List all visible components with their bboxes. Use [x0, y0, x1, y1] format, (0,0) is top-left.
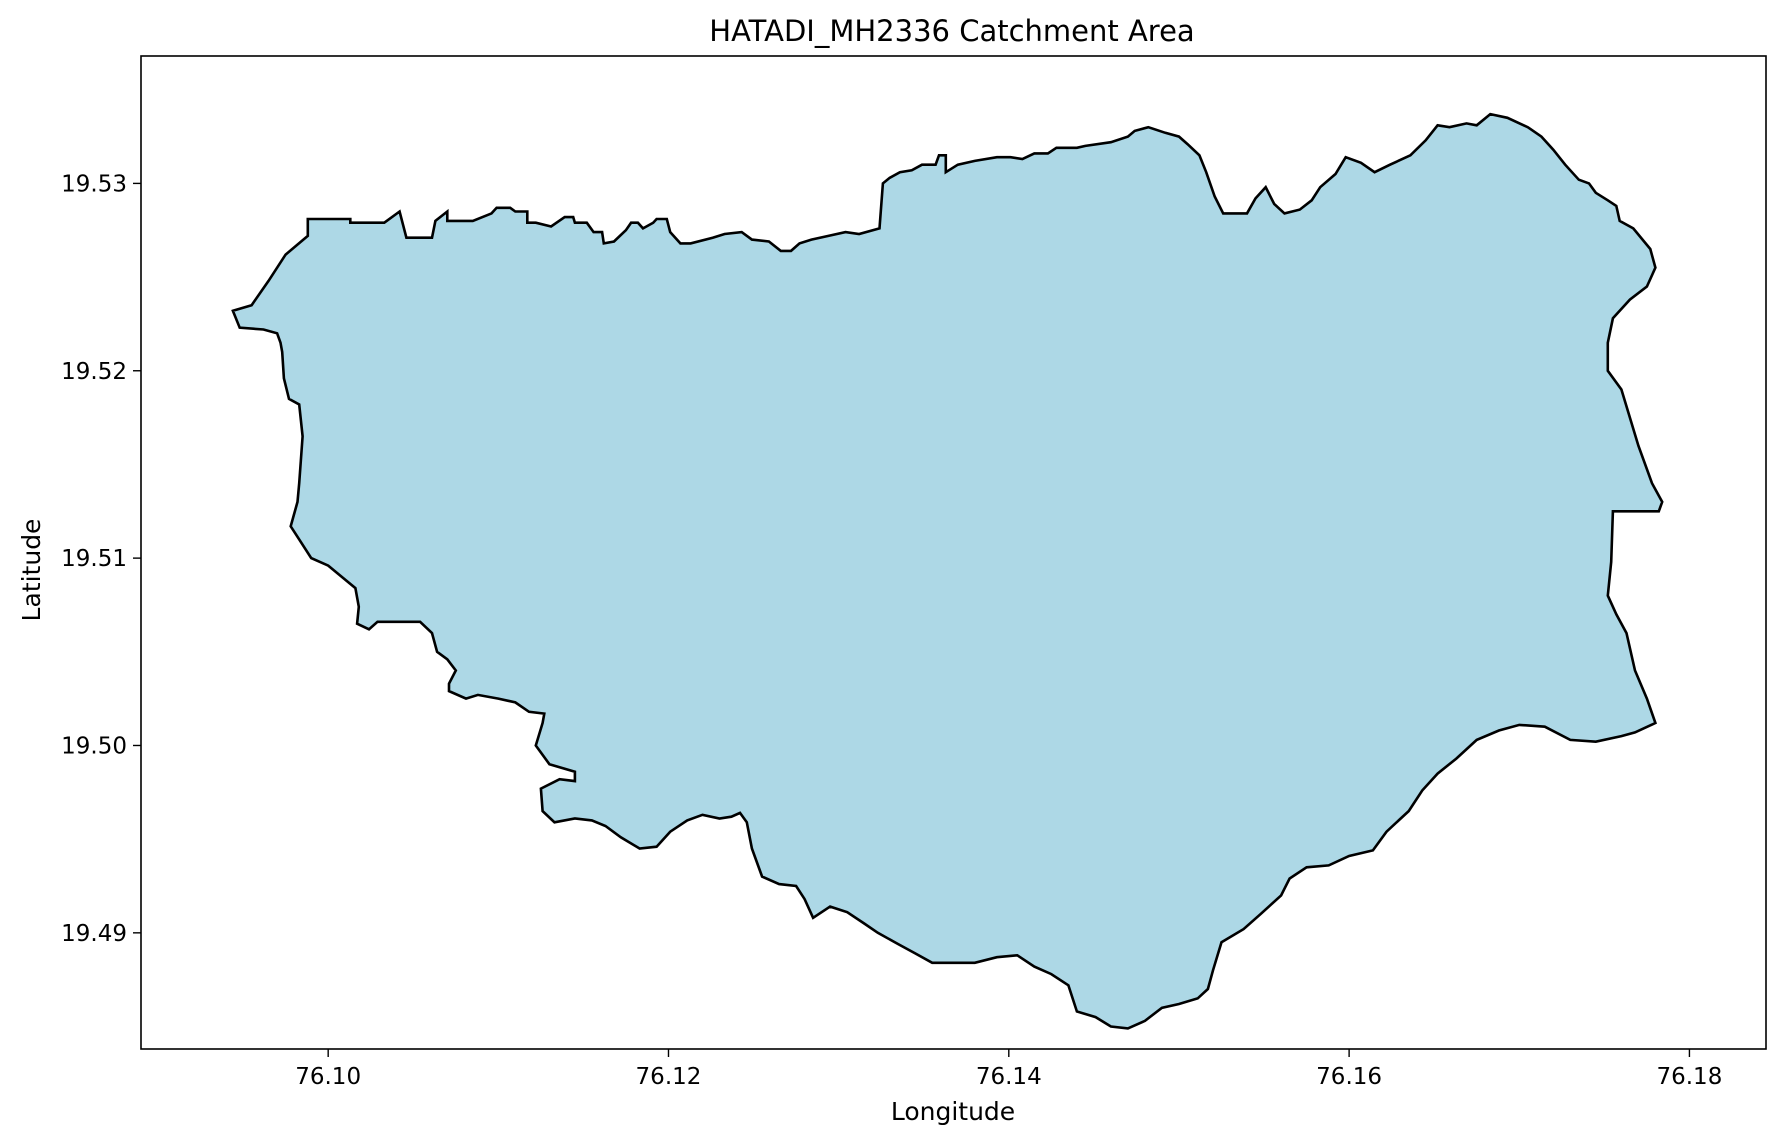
y-axis-ticks: 19.49 19.50 19.51 19.52 19.53	[61, 171, 141, 947]
y-axis-label: Latitude	[17, 519, 46, 622]
x-tick-label: 76.18	[1656, 1064, 1722, 1090]
y-tick-label: 19.50	[61, 733, 127, 759]
plot-area	[140, 55, 1767, 1050]
x-tick-label: 76.12	[636, 1064, 702, 1090]
y-tick-label: 19.51	[61, 546, 127, 572]
x-axis-label: Longitude	[891, 1097, 1015, 1126]
axes-frame	[140, 55, 1767, 1050]
y-tick-label: 19.52	[61, 359, 127, 385]
y-tick-label: 19.49	[61, 921, 127, 947]
map-title: HATADI_MH2336 Catchment Area	[709, 14, 1194, 48]
x-tick-label: 76.16	[1316, 1064, 1382, 1090]
catchment-area-polygon	[231, 112, 1664, 1030]
x-tick-label: 76.14	[976, 1064, 1042, 1090]
x-axis-ticks: 76.10 76.12 76.14 76.16 76.18	[295, 1049, 1722, 1090]
y-tick-label: 19.53	[61, 171, 127, 197]
x-tick-label: 76.10	[295, 1064, 361, 1090]
